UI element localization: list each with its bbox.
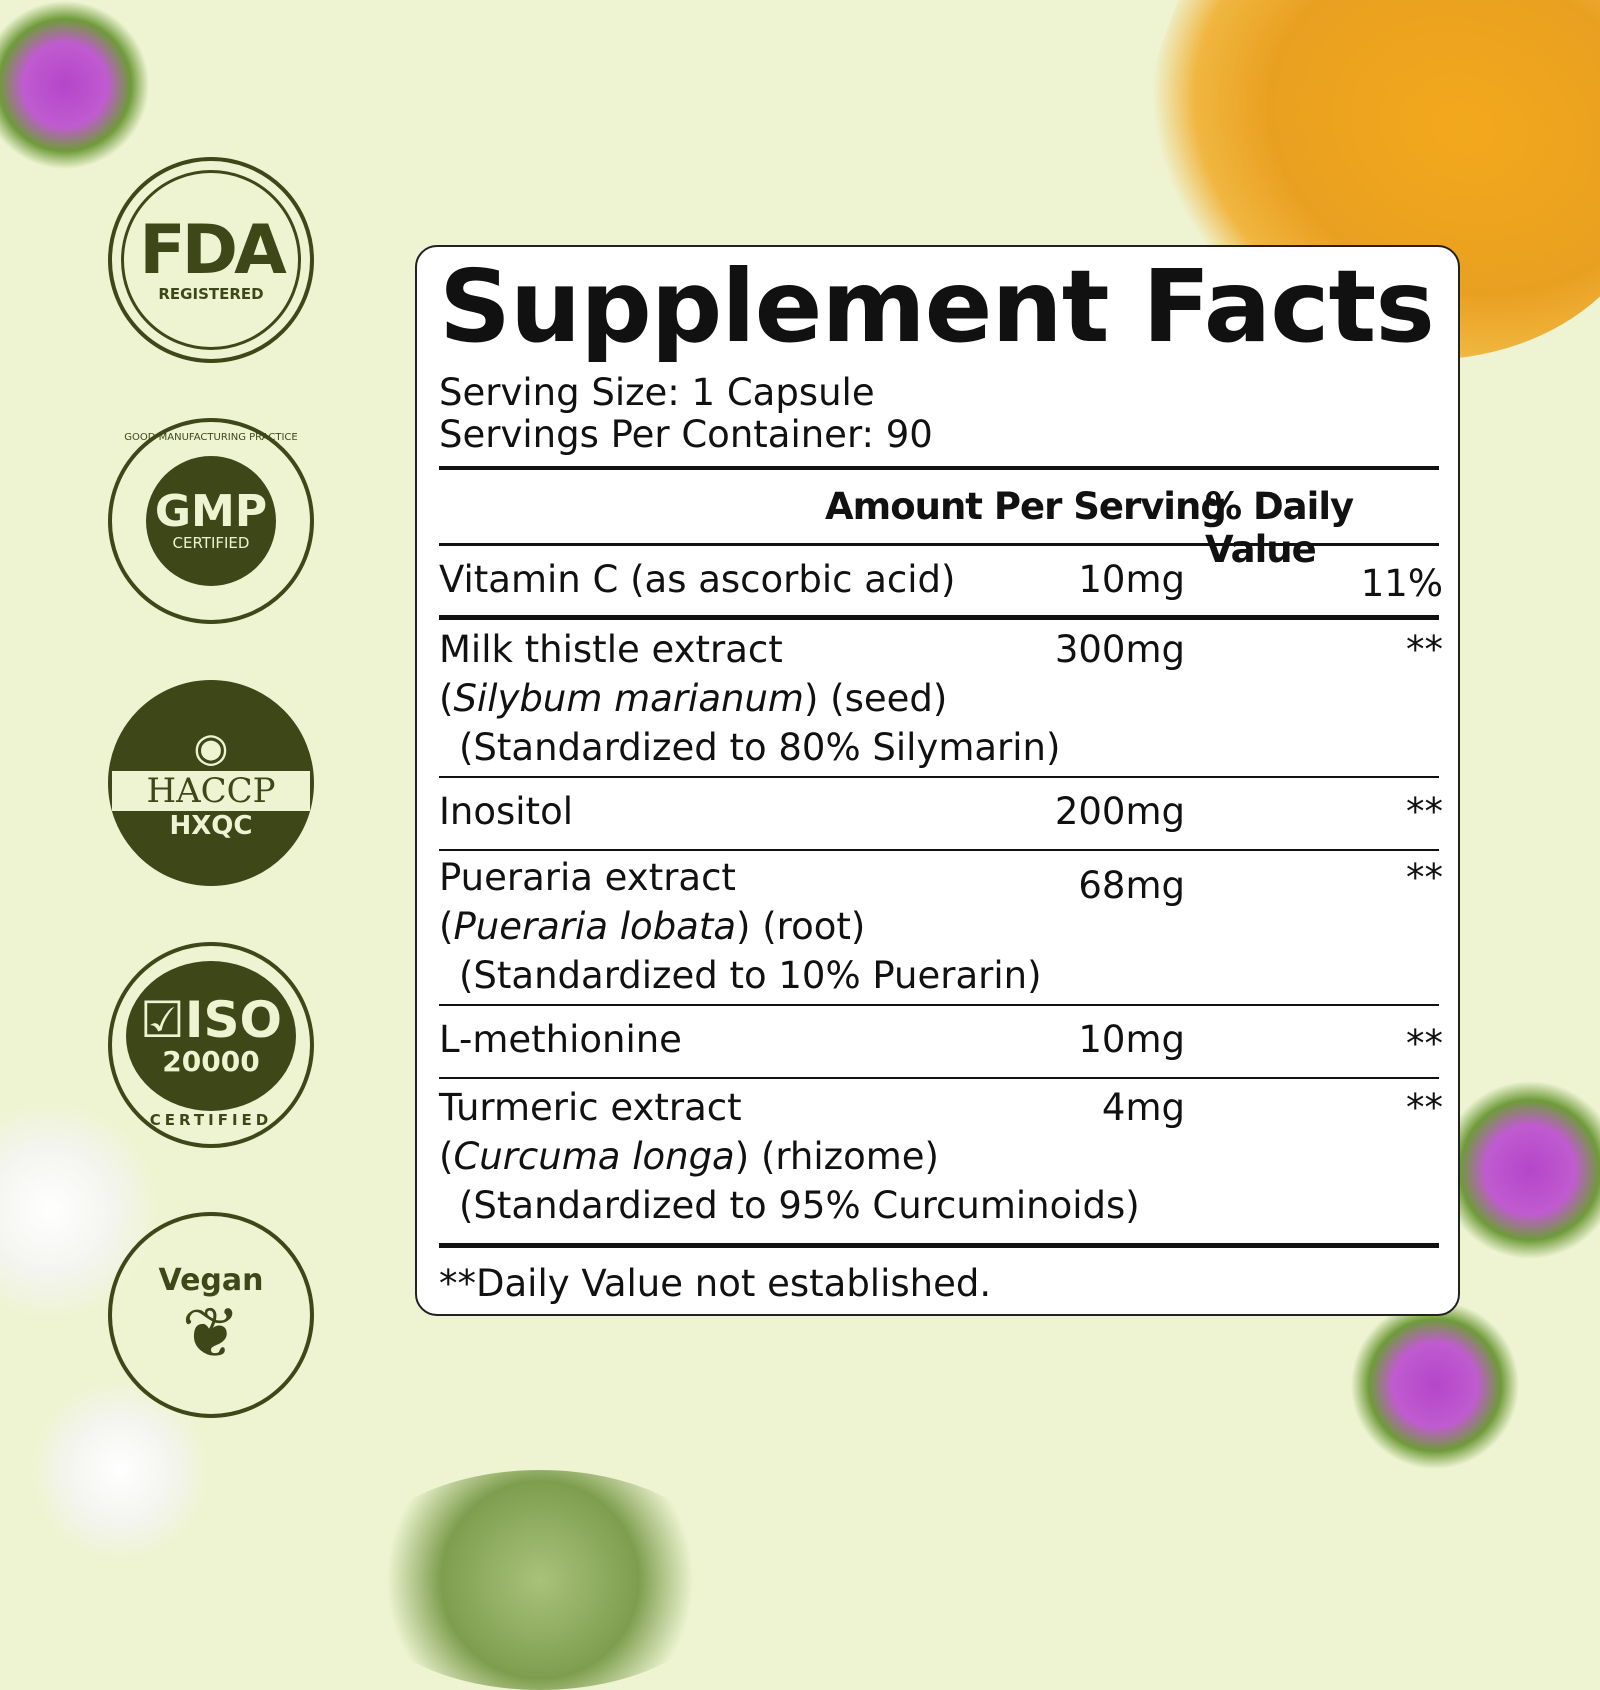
servings-per-container: Servings Per Container: 90 (439, 413, 933, 456)
fda-logo: FDA (139, 211, 287, 290)
nutrient-name: Vitamin C (as ascorbic acid) (439, 558, 956, 601)
nutrient-amount: 68mg (1078, 864, 1185, 907)
latin-name: Silybum marianum (453, 677, 804, 720)
nutrient-amount: 4mg (1101, 1086, 1185, 1129)
badge-title: ISO (184, 990, 282, 1049)
plant-part: (rhizome) (760, 1135, 939, 1178)
plant-part: (seed) (830, 677, 948, 720)
nutrient-dv: ** (1406, 1022, 1443, 1065)
divider (439, 1004, 1439, 1006)
leaf-icon: ❦ (181, 1291, 241, 1374)
panel-title: Supplement Facts (439, 248, 1435, 365)
gmp-certified-badge: GOOD MANUFACTURING PRACTICE GMP CERTIFIE… (108, 418, 314, 624)
nutrient-amount: 300mg (1054, 628, 1185, 671)
nutrient-dv: ** (1406, 1086, 1443, 1129)
iso-certified-badge: ☑ISO 20000 CERTIFIED (108, 942, 314, 1148)
divider (439, 1243, 1439, 1248)
divider (439, 466, 1439, 470)
nutrient-name: L-methionine (439, 1018, 682, 1061)
divider (439, 615, 1439, 620)
nutrient-dv: ** (1406, 790, 1443, 833)
nutrient-dv: ** (1406, 856, 1443, 899)
vegan-badge: Vegan ❦ (108, 1212, 314, 1418)
badge-label: HXQC (169, 811, 253, 841)
checkmark-icon: ☑ (140, 990, 185, 1049)
divider (439, 776, 1439, 778)
fda-registered-badge: FDA REGISTERED (108, 157, 314, 363)
nutrient-dv: 11% (1360, 562, 1443, 605)
badge-title: GMP (154, 486, 268, 537)
nutrient-name: Milk thistle extract (439, 628, 783, 671)
divider (439, 849, 1439, 851)
footnote: **Daily Value not established. (439, 1262, 992, 1305)
thistle-flower-image (1350, 1300, 1520, 1470)
nutrient-dv: ** (1406, 628, 1443, 671)
haccp-badge: ◉ HACCP HXQC (108, 680, 314, 886)
standardization: (Standardized to 95% Curcuminoids) (459, 1184, 1140, 1227)
nutrient-name: Pueraria extract (439, 856, 736, 899)
supplement-facts-panel: Supplement Facts Serving Size: 1 Capsule… (415, 245, 1460, 1316)
nutrient-amount: 10mg (1078, 558, 1185, 601)
standardization: (Standardized to 80% Silymarin) (459, 726, 1061, 769)
nutrient-name: Inositol (439, 790, 573, 833)
header-amount: Amount Per Serving (825, 485, 1227, 528)
badge-label: CERTIFIED (149, 1111, 273, 1129)
badge-number: 20000 (162, 1044, 260, 1078)
nutrient-amount: 10mg (1078, 1018, 1185, 1061)
divider (439, 1077, 1439, 1079)
badge-label: REGISTERED (158, 285, 264, 303)
thistle-flower-image (1440, 1080, 1600, 1260)
nutrient-amount: 200mg (1054, 790, 1185, 833)
plant-part: (root) (762, 905, 866, 948)
standardization: (Standardized to 10% Puerarin) (459, 954, 1042, 997)
badge-title: HACCP (112, 771, 310, 811)
badge-label: CERTIFIED (172, 534, 250, 552)
header-daily-value: % Daily Value (1205, 485, 1354, 571)
badge-ring-text: GOOD MANUFACTURING PRACTICE (124, 432, 298, 443)
divider (439, 543, 1439, 546)
thistle-flower-image (0, 0, 150, 170)
serving-size: Serving Size: 1 Capsule (439, 371, 875, 414)
artichoke-image (350, 1470, 730, 1690)
eye-icon: ◉ (193, 725, 229, 771)
latin-name: Curcuma longa (453, 1135, 735, 1178)
nutrient-name: Turmeric extract (439, 1086, 742, 1129)
latin-name: Pueraria lobata (453, 905, 737, 948)
badge-title: Vegan (158, 1262, 264, 1298)
